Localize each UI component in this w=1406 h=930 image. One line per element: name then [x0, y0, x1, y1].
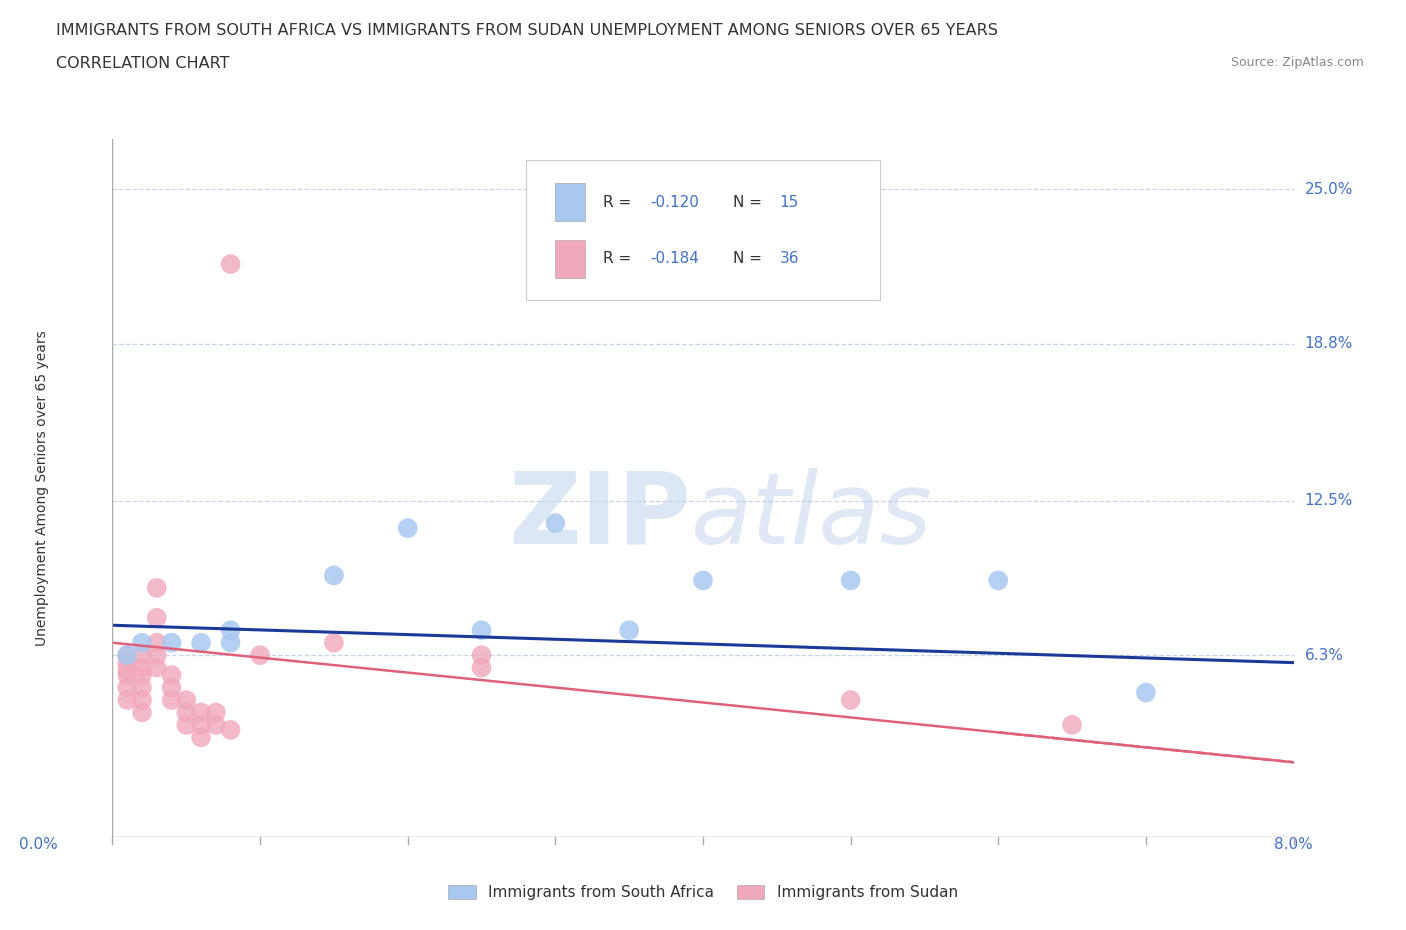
- Point: [131, 647, 153, 662]
- Point: [131, 635, 153, 650]
- Text: IMMIGRANTS FROM SOUTH AFRICA VS IMMIGRANTS FROM SUDAN UNEMPLOYMENT AMONG SENIORS: IMMIGRANTS FROM SOUTH AFRICA VS IMMIGRAN…: [56, 23, 998, 38]
- Text: 8.0%: 8.0%: [1274, 837, 1313, 852]
- Text: Unemployment Among Seniors over 65 years: Unemployment Among Seniors over 65 years: [35, 330, 49, 646]
- Point: [131, 705, 153, 720]
- Point: [190, 635, 212, 650]
- Text: atlas: atlas: [692, 468, 932, 565]
- Text: 36: 36: [780, 251, 799, 266]
- Point: [839, 693, 862, 708]
- Text: R =: R =: [603, 251, 636, 266]
- Point: [1062, 717, 1084, 732]
- Text: R =: R =: [603, 194, 636, 209]
- FancyBboxPatch shape: [555, 240, 585, 278]
- Legend: Immigrants from South Africa, Immigrants from Sudan: Immigrants from South Africa, Immigrants…: [441, 879, 965, 906]
- Point: [692, 573, 714, 588]
- Point: [987, 573, 1010, 588]
- Point: [219, 635, 242, 650]
- Point: [131, 668, 153, 683]
- Point: [117, 668, 138, 683]
- Point: [471, 623, 494, 638]
- Text: N =: N =: [733, 194, 766, 209]
- FancyBboxPatch shape: [526, 161, 880, 300]
- Point: [205, 717, 228, 732]
- Text: 18.8%: 18.8%: [1305, 337, 1353, 352]
- Text: CORRELATION CHART: CORRELATION CHART: [56, 56, 229, 71]
- Text: -0.120: -0.120: [650, 194, 699, 209]
- Point: [146, 647, 169, 662]
- Point: [174, 693, 197, 708]
- Point: [190, 705, 212, 720]
- Point: [205, 705, 228, 720]
- Point: [160, 693, 183, 708]
- Point: [131, 660, 153, 675]
- Point: [131, 693, 153, 708]
- Point: [131, 680, 153, 695]
- Point: [219, 723, 242, 737]
- Text: N =: N =: [733, 251, 766, 266]
- Point: [619, 623, 641, 638]
- Point: [190, 730, 212, 745]
- Point: [174, 717, 197, 732]
- Text: Source: ZipAtlas.com: Source: ZipAtlas.com: [1230, 56, 1364, 69]
- FancyBboxPatch shape: [555, 183, 585, 221]
- Point: [160, 680, 183, 695]
- Point: [471, 647, 494, 662]
- Text: 6.3%: 6.3%: [1305, 647, 1344, 663]
- Point: [117, 647, 138, 662]
- Point: [117, 680, 138, 695]
- Point: [146, 635, 169, 650]
- Point: [117, 656, 138, 671]
- Point: [544, 515, 567, 530]
- Point: [117, 693, 138, 708]
- Point: [249, 647, 271, 662]
- Text: 25.0%: 25.0%: [1305, 182, 1353, 197]
- Point: [219, 623, 242, 638]
- Point: [471, 660, 494, 675]
- Point: [160, 668, 183, 683]
- Point: [1135, 685, 1157, 700]
- Point: [190, 717, 212, 732]
- Point: [146, 580, 169, 595]
- Point: [146, 610, 169, 625]
- Text: 15: 15: [780, 194, 799, 209]
- Point: [323, 568, 346, 583]
- Point: [117, 647, 138, 662]
- Point: [219, 257, 242, 272]
- Point: [117, 663, 138, 678]
- Point: [160, 635, 183, 650]
- Point: [323, 635, 346, 650]
- Text: 0.0%: 0.0%: [20, 837, 58, 852]
- Text: -0.184: -0.184: [650, 251, 699, 266]
- Point: [146, 660, 169, 675]
- Text: ZIP: ZIP: [509, 468, 692, 565]
- Text: 12.5%: 12.5%: [1305, 493, 1353, 508]
- Point: [174, 705, 197, 720]
- Point: [396, 521, 419, 536]
- Point: [839, 573, 862, 588]
